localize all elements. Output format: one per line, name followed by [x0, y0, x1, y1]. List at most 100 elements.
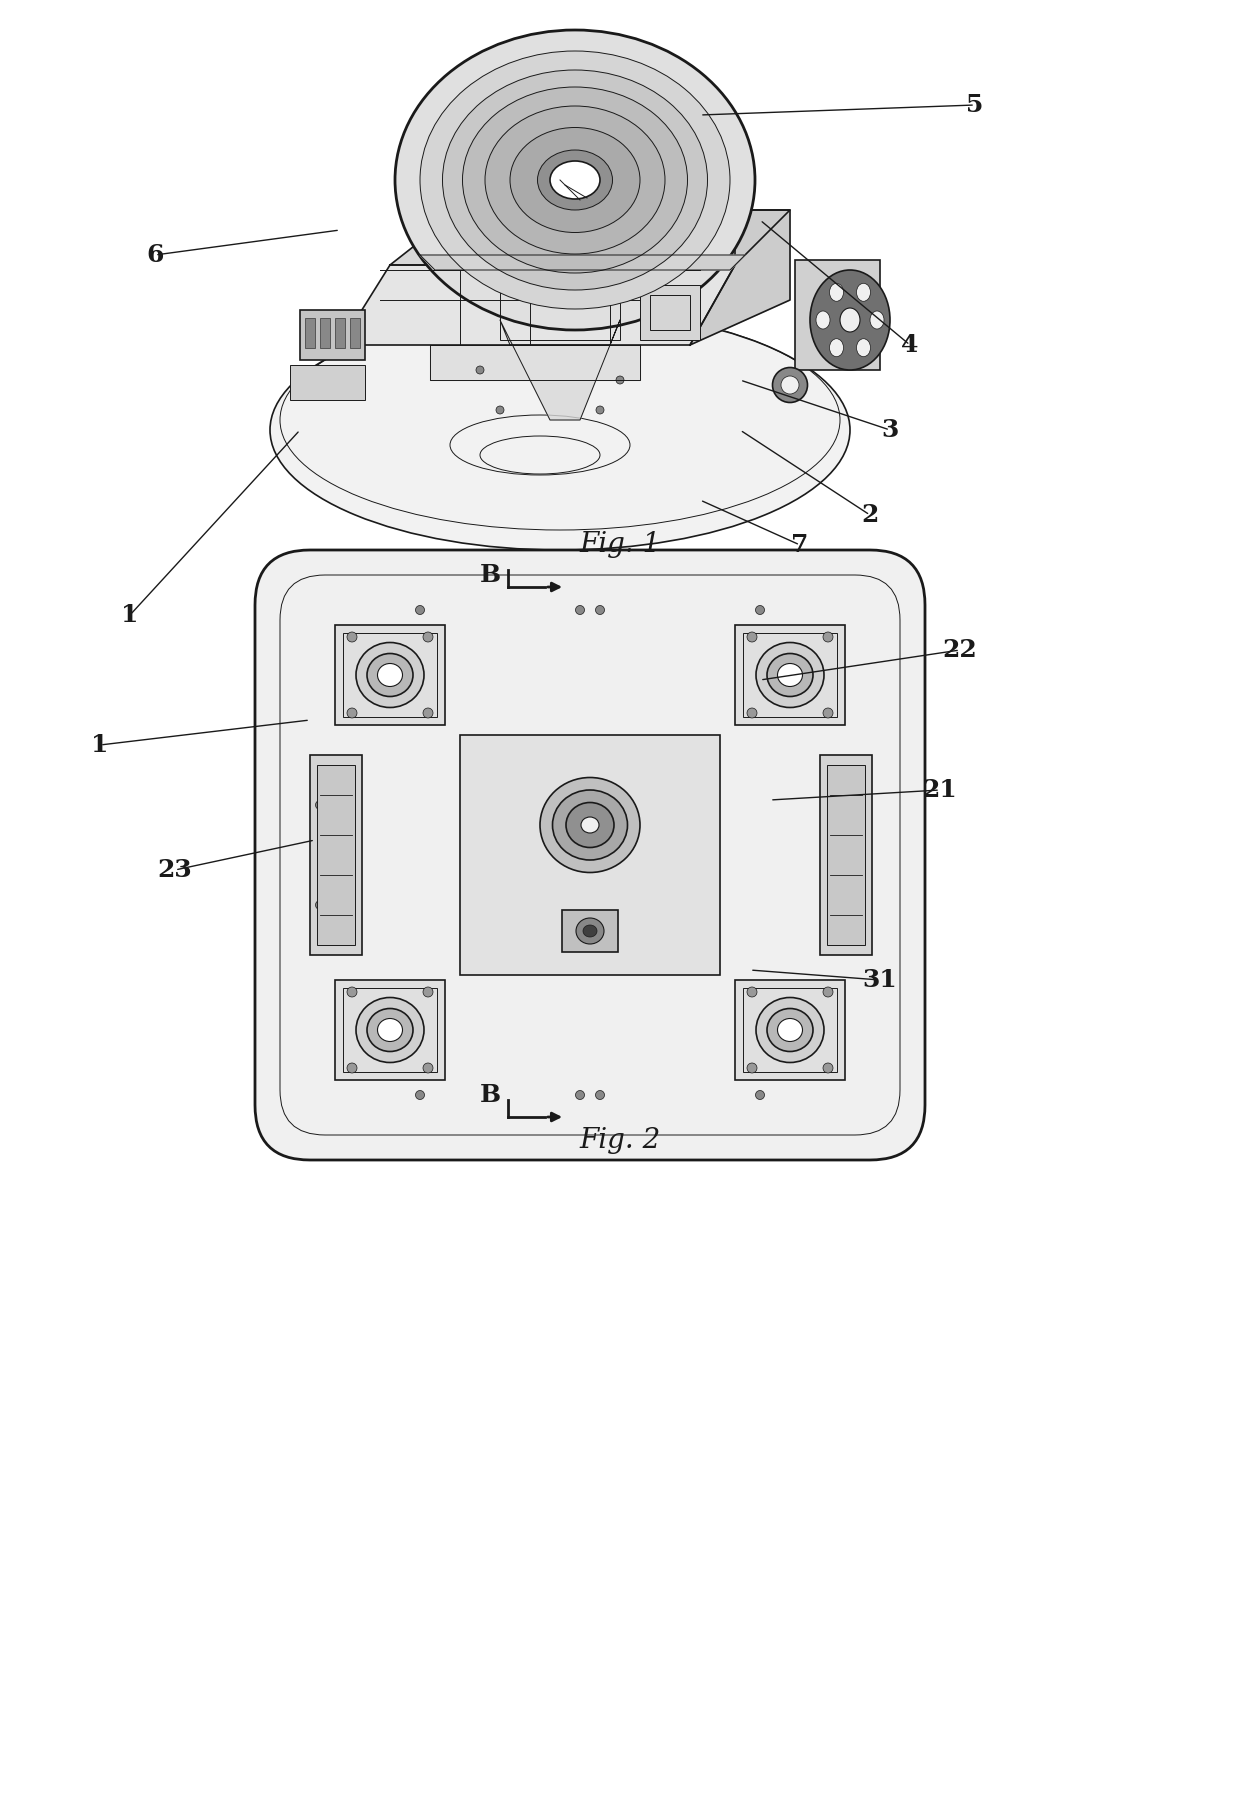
Ellipse shape [746, 986, 756, 997]
Ellipse shape [823, 986, 833, 997]
Ellipse shape [777, 1019, 802, 1042]
Text: 5: 5 [966, 94, 983, 117]
Ellipse shape [616, 377, 624, 384]
Text: 6: 6 [146, 243, 164, 267]
Text: Fig. 2: Fig. 2 [579, 1127, 661, 1154]
Ellipse shape [270, 310, 849, 550]
Ellipse shape [746, 633, 756, 642]
Text: 22: 22 [942, 638, 977, 662]
Ellipse shape [595, 606, 605, 615]
Text: 7: 7 [791, 534, 808, 557]
Text: 21: 21 [923, 779, 957, 802]
Ellipse shape [857, 283, 870, 301]
Ellipse shape [768, 1008, 813, 1051]
Bar [335, 317, 345, 348]
Text: 2: 2 [862, 503, 879, 526]
Bar [317, 764, 355, 945]
Ellipse shape [443, 70, 708, 290]
Ellipse shape [746, 709, 756, 718]
Polygon shape [340, 265, 735, 344]
Ellipse shape [870, 310, 884, 328]
Ellipse shape [823, 709, 833, 718]
Ellipse shape [565, 802, 614, 847]
Bar [562, 911, 618, 952]
Bar [735, 981, 844, 1080]
Bar [743, 633, 837, 718]
Bar [650, 296, 689, 330]
Bar [820, 755, 872, 956]
Bar [350, 317, 360, 348]
Bar [290, 364, 365, 400]
Bar [500, 276, 620, 341]
Bar [343, 988, 436, 1073]
Ellipse shape [781, 377, 799, 395]
Text: B: B [480, 563, 501, 588]
Ellipse shape [755, 606, 765, 615]
Bar [320, 317, 330, 348]
Bar [335, 626, 445, 725]
Polygon shape [500, 319, 620, 420]
Polygon shape [420, 254, 745, 270]
Ellipse shape [347, 709, 357, 718]
Bar [735, 626, 844, 725]
Ellipse shape [768, 653, 813, 696]
Ellipse shape [415, 1091, 424, 1100]
Ellipse shape [539, 777, 640, 873]
Polygon shape [430, 344, 640, 380]
Ellipse shape [551, 160, 600, 198]
Bar [460, 736, 720, 975]
Ellipse shape [777, 664, 802, 687]
Text: 1: 1 [92, 734, 109, 757]
Ellipse shape [420, 50, 730, 308]
Ellipse shape [356, 997, 424, 1062]
Bar [743, 988, 837, 1073]
Ellipse shape [423, 633, 433, 642]
Bar [310, 755, 362, 956]
Text: 1: 1 [122, 602, 139, 627]
Ellipse shape [857, 339, 870, 357]
Text: 23: 23 [157, 858, 192, 882]
Ellipse shape [367, 653, 413, 696]
Ellipse shape [583, 925, 596, 938]
Polygon shape [689, 209, 790, 344]
Ellipse shape [485, 106, 665, 254]
Text: 3: 3 [882, 418, 899, 442]
Bar [827, 764, 866, 945]
FancyBboxPatch shape [255, 550, 925, 1159]
Text: Fig. 1: Fig. 1 [579, 532, 661, 559]
Ellipse shape [823, 633, 833, 642]
Ellipse shape [367, 1008, 413, 1051]
Ellipse shape [415, 606, 424, 615]
Ellipse shape [347, 986, 357, 997]
Ellipse shape [476, 366, 484, 373]
Ellipse shape [816, 310, 830, 328]
Ellipse shape [582, 817, 599, 833]
Bar [300, 310, 365, 361]
Ellipse shape [830, 339, 843, 357]
Bar [305, 317, 315, 348]
Ellipse shape [423, 1064, 433, 1073]
Ellipse shape [347, 1064, 357, 1073]
Ellipse shape [810, 270, 890, 370]
Ellipse shape [423, 709, 433, 718]
Ellipse shape [315, 801, 325, 810]
Ellipse shape [756, 642, 825, 707]
Ellipse shape [423, 986, 433, 997]
Ellipse shape [830, 283, 843, 301]
Ellipse shape [510, 128, 640, 233]
Ellipse shape [575, 606, 584, 615]
Ellipse shape [577, 918, 604, 945]
Ellipse shape [755, 1091, 765, 1100]
Ellipse shape [856, 900, 864, 909]
Ellipse shape [575, 1091, 584, 1100]
Polygon shape [391, 209, 790, 265]
Ellipse shape [463, 87, 687, 272]
Ellipse shape [746, 1064, 756, 1073]
Ellipse shape [553, 790, 627, 860]
Ellipse shape [596, 406, 604, 415]
Ellipse shape [823, 1064, 833, 1073]
Bar [335, 981, 445, 1080]
Ellipse shape [356, 642, 424, 707]
Ellipse shape [315, 900, 325, 909]
Text: 4: 4 [901, 334, 919, 357]
